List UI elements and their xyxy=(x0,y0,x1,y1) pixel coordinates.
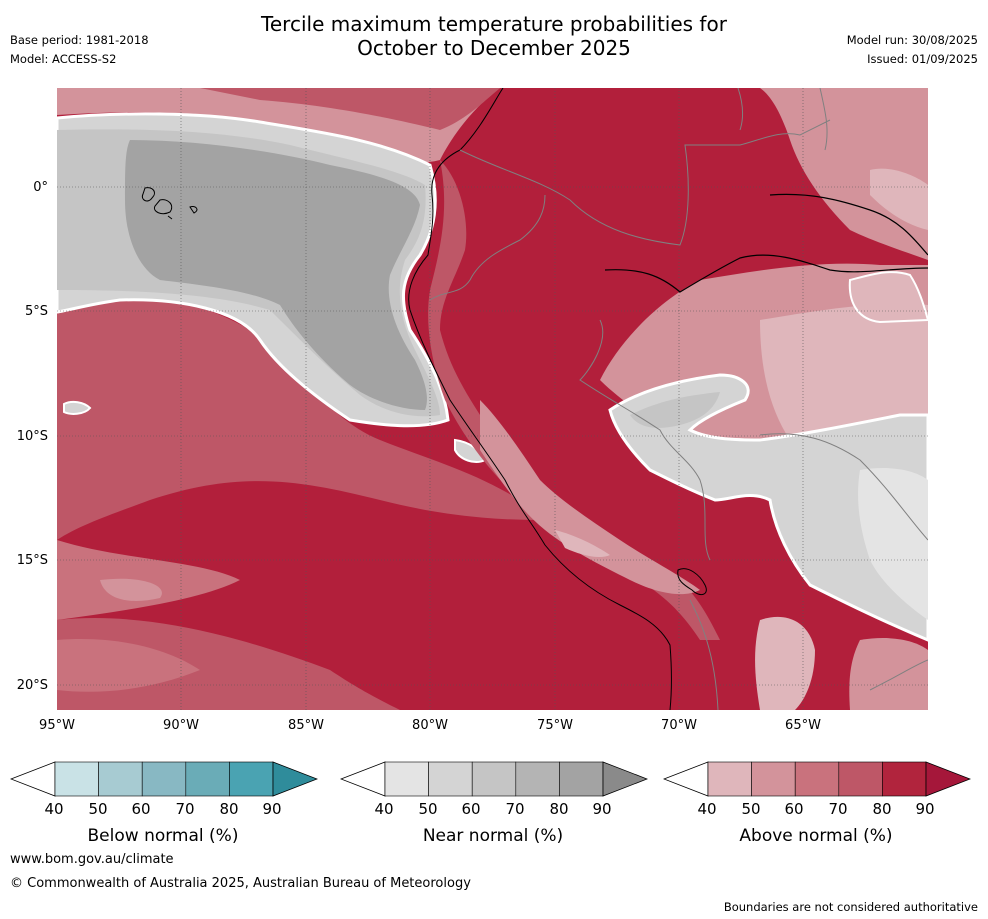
lat-label-10s: 10°S xyxy=(16,429,48,444)
lon-label-70w: 70°W xyxy=(661,718,697,733)
boundary-disclaimer: Boundaries are not considered authoritat… xyxy=(723,900,978,914)
lat-label-5s: 5°S xyxy=(24,304,48,319)
east-near-mid xyxy=(630,392,720,428)
below-normal-colorbar xyxy=(10,761,318,797)
tick: 70 xyxy=(828,800,848,818)
near-normal-dark xyxy=(125,140,427,410)
colorbar-cell xyxy=(751,761,796,797)
tick: 50 xyxy=(741,800,761,818)
colorbar-cell xyxy=(838,761,883,797)
colorbar-cell xyxy=(515,761,560,797)
tick: 60 xyxy=(461,800,481,818)
colorbar-cell xyxy=(98,761,143,797)
southeast-pink xyxy=(755,616,815,710)
colorbar-cell xyxy=(559,761,604,797)
model-name: Model: ACCESS-S2 xyxy=(10,52,117,66)
tick: 60 xyxy=(784,800,804,818)
chart-title: Tercile maximum temperature probabilitie… xyxy=(0,12,988,60)
tick: 80 xyxy=(549,800,569,818)
tick: 40 xyxy=(44,800,64,818)
colorbar-cell xyxy=(794,761,840,797)
base-period: Base period: 1981-2018 xyxy=(10,33,149,47)
tick: 70 xyxy=(505,800,525,818)
east-near-normal xyxy=(608,373,928,642)
colorbar-cell xyxy=(384,761,429,797)
tick: 50 xyxy=(88,800,108,818)
northeast-light xyxy=(870,168,928,230)
titicaca-lake xyxy=(677,568,707,596)
ocean-red-band xyxy=(57,296,540,540)
lon-label-75w: 75°W xyxy=(537,718,573,733)
lat-label-20s: 20°S xyxy=(16,678,48,693)
colorbar-extend-low xyxy=(10,761,56,797)
tick: 70 xyxy=(175,800,195,818)
colorbar-extend-high xyxy=(272,761,318,797)
tick: 80 xyxy=(872,800,892,818)
colorbar-extend-low xyxy=(340,761,386,797)
title-line-1: Tercile maximum temperature probabilitie… xyxy=(261,12,727,36)
east-near-lightest xyxy=(858,468,928,620)
country-borders xyxy=(429,88,928,710)
colorbar-cell xyxy=(229,761,274,797)
colorbar-extend-high xyxy=(602,761,648,797)
title-line-2: October to December 2025 xyxy=(357,36,631,60)
tick: 60 xyxy=(131,800,151,818)
colorbar-cell xyxy=(54,761,99,797)
tick: 90 xyxy=(915,800,935,818)
colorbar-cell xyxy=(882,761,927,797)
colorbar-cell xyxy=(185,761,230,797)
tick: 90 xyxy=(592,800,612,818)
tick: 90 xyxy=(262,800,282,818)
colorbar-extend-low xyxy=(663,761,709,797)
issued-date: Issued: 01/09/2025 xyxy=(867,52,978,66)
colorbar-cell xyxy=(141,761,187,797)
model-run: Model run: 30/08/2025 xyxy=(846,33,978,47)
ocean-pink-patch xyxy=(100,578,162,601)
lon-label-65w: 65°W xyxy=(785,718,821,733)
ocean-red-south xyxy=(57,618,400,710)
near-normal-colorbar xyxy=(340,761,648,797)
colorbar-cell xyxy=(471,761,517,797)
colorbar-cell xyxy=(428,761,473,797)
tick: 40 xyxy=(374,800,394,818)
colorbar-cell xyxy=(707,761,752,797)
east-pink-north xyxy=(848,271,928,324)
tick: 40 xyxy=(697,800,717,818)
coastline xyxy=(408,88,672,710)
above-normal-label: Above normal (%) xyxy=(739,826,893,846)
near-normal-label: Near normal (%) xyxy=(422,826,564,846)
ocean-red-southlight xyxy=(57,639,200,692)
below-normal-label: Below normal (%) xyxy=(87,826,239,846)
amazon-river xyxy=(604,193,928,293)
galapagos-islands xyxy=(141,187,198,220)
above-normal-colorbar xyxy=(663,761,971,797)
lat-label-15s: 15°S xyxy=(16,553,48,568)
coastal-gradient-3 xyxy=(555,530,610,558)
colorbar-extend-high xyxy=(925,761,971,797)
copyright-notice: © Commonwealth of Australia 2025, Austra… xyxy=(10,876,471,891)
tick: 80 xyxy=(219,800,239,818)
west-pink-dot xyxy=(63,400,92,415)
meta-left: Base period: 1981-2018 Model: ACCESS-S2 xyxy=(10,33,149,71)
nw-red-zone xyxy=(200,88,500,130)
lon-label-90w: 90°W xyxy=(163,718,199,733)
lon-label-80w: 80°W xyxy=(412,718,448,733)
southeast-corner xyxy=(849,638,928,710)
meta-right: Model run: 30/08/2025 Issued: 01/09/2025 xyxy=(847,33,978,71)
tick: 50 xyxy=(418,800,438,818)
graticule xyxy=(57,88,928,710)
lat-label-0: 0° xyxy=(33,180,48,195)
lon-label-95w: 95°W xyxy=(39,718,75,733)
lon-label-85w: 85°W xyxy=(288,718,324,733)
website-url: www.bom.gov.au/climate xyxy=(10,852,174,867)
